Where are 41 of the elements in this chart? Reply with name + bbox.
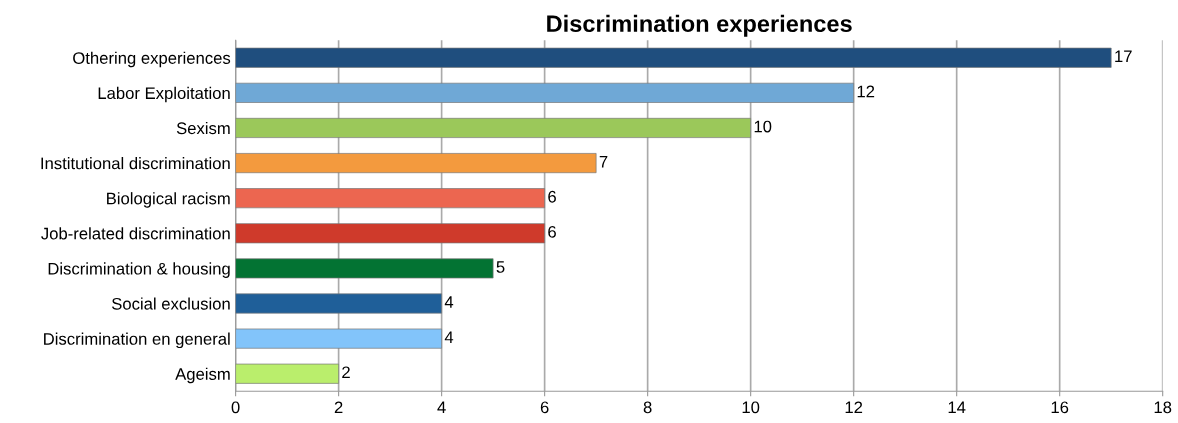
y-tick-label: Biological racism xyxy=(107,192,230,208)
x-tick-label: 16 xyxy=(1051,401,1069,414)
x-tick-label: 10 xyxy=(742,401,760,414)
data-label: 7 xyxy=(599,155,608,168)
y-tick-label: Institutional discrimination xyxy=(41,157,230,170)
y-tick-label: Othering experiences xyxy=(73,51,231,68)
x-tick-label: 4 xyxy=(437,401,446,414)
data-label: 12 xyxy=(857,85,875,98)
x-tick-label: 8 xyxy=(643,401,652,414)
bar xyxy=(235,223,545,244)
bar xyxy=(235,82,855,103)
y-tick-label: Ageism xyxy=(175,367,230,384)
y-tick-label: Job-related discrimination xyxy=(41,227,230,240)
bar xyxy=(235,363,339,384)
data-label: 6 xyxy=(548,225,556,238)
y-tick-label: Discrimination & housing xyxy=(48,262,230,278)
data-label: 5 xyxy=(496,261,505,273)
data-label: 2 xyxy=(342,366,350,379)
data-label: 10 xyxy=(754,120,772,133)
chart-title: Discrimination experiences xyxy=(547,14,852,37)
bar xyxy=(235,328,442,349)
y-tick-label: Sexism xyxy=(176,121,230,135)
bar xyxy=(235,188,545,209)
y-tick-label: Discrimination en general xyxy=(44,332,230,349)
x-tick-label: 14 xyxy=(948,401,966,414)
bar xyxy=(235,47,1112,68)
bar xyxy=(235,293,442,314)
bar xyxy=(235,117,751,138)
x-tick-label: 2 xyxy=(334,401,343,414)
data-label: 4 xyxy=(444,296,454,308)
x-tick-label: 18 xyxy=(1154,401,1172,414)
data-label: 6 xyxy=(548,190,556,203)
x-tick-label: 12 xyxy=(845,401,863,414)
x-tick-label: 0 xyxy=(231,401,240,414)
y-tick-label: Labor Exploitation xyxy=(98,86,230,103)
y-tick-label: Social exclusion xyxy=(111,297,230,310)
bar xyxy=(235,258,494,279)
data-label: 4 xyxy=(444,331,454,343)
x-tick-label: 6 xyxy=(540,401,549,414)
data-label: 17 xyxy=(1115,50,1132,63)
bar xyxy=(235,153,597,174)
